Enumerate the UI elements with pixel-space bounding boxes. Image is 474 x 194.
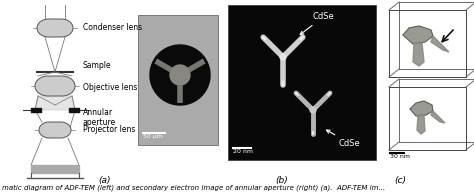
Polygon shape [35, 96, 75, 110]
Text: Condenser lens: Condenser lens [83, 23, 142, 31]
Polygon shape [413, 43, 424, 66]
Polygon shape [37, 19, 73, 37]
Text: 20 nm: 20 nm [233, 149, 253, 154]
Text: (b): (b) [276, 177, 288, 185]
Polygon shape [170, 65, 190, 85]
Polygon shape [280, 54, 286, 60]
Polygon shape [310, 107, 316, 113]
Text: Objective lens: Objective lens [83, 83, 137, 93]
Polygon shape [150, 45, 210, 105]
Polygon shape [35, 76, 75, 96]
Text: (a): (a) [98, 177, 110, 185]
Text: (c): (c) [394, 177, 407, 185]
Bar [138, 15, 218, 145]
Polygon shape [431, 36, 449, 52]
Text: Annular
aperture: Annular aperture [83, 108, 116, 127]
Bar [385, 5, 470, 165]
Text: 50 μm: 50 μm [143, 134, 163, 139]
Polygon shape [403, 26, 433, 44]
Polygon shape [31, 165, 79, 173]
Bar [228, 5, 376, 160]
Text: matic diagram of ADF-TEM (left) and secondary electron image of annular aperture: matic diagram of ADF-TEM (left) and seco… [2, 184, 385, 191]
Polygon shape [417, 115, 425, 134]
Text: 30 nm: 30 nm [390, 154, 410, 159]
Text: Sample: Sample [83, 61, 111, 70]
Text: CdSe: CdSe [300, 12, 335, 35]
Polygon shape [39, 122, 71, 138]
Polygon shape [431, 111, 445, 123]
Text: CdSe: CdSe [327, 130, 361, 148]
Text: Projector lens: Projector lens [83, 126, 136, 134]
Polygon shape [410, 101, 433, 116]
